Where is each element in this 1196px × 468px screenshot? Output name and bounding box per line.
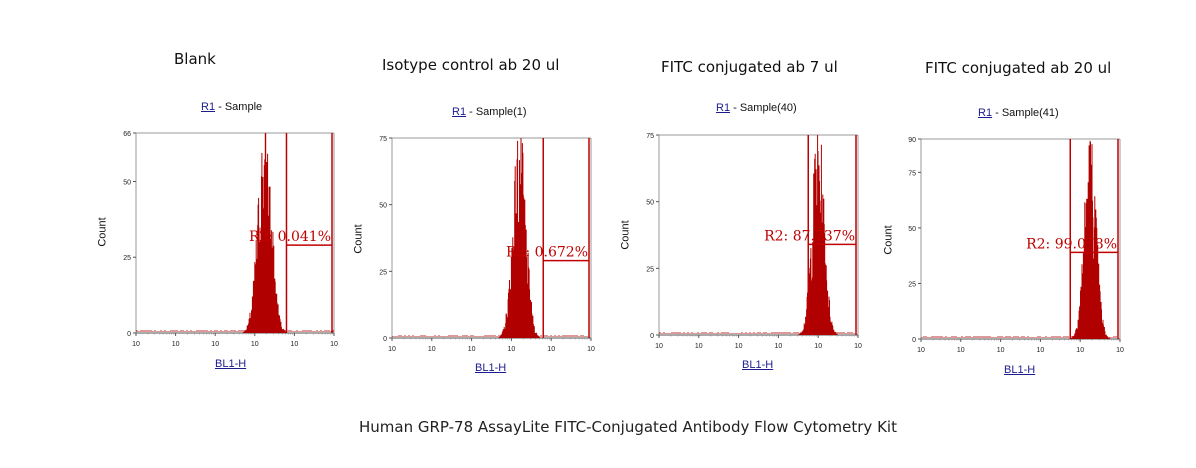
x-tick-label: 10 [854,343,862,350]
x-tick-label: 10 [917,347,925,354]
x-tick-label: 10 [997,347,1005,354]
x-tick-label: 10 [172,341,180,348]
y-tick-label: 66 [123,131,131,138]
x-axis-label-2[interactable]: BL1-H [475,362,507,374]
y-tick-label: 75 [646,133,654,140]
x-axis-label-1[interactable]: BL1-H [215,358,247,370]
panel-title-fitc-7ul: FITC conjugated ab 7 ul [661,58,838,76]
y-tick-label: 25 [123,255,131,262]
y-tick-label: 0 [127,331,131,338]
sample-label-2: R1 - Sample(1) [452,106,527,118]
x-tick-label: 10 [428,346,436,353]
y-tick-label: 50 [646,200,654,207]
x-tick-label: 10 [1037,347,1045,354]
histogram-series [242,133,287,333]
gate-label: R2: 87.737% [764,228,855,244]
x-tick-label: 10 [1116,347,1124,354]
y-tick-label: 0 [383,336,387,343]
gate-link-r1[interactable]: R1 [452,106,467,118]
histogram-series [498,138,541,338]
x-tick-label: 10 [587,346,595,353]
gate-link-r1[interactable]: R1 [716,102,731,114]
y-tick-label: 0 [912,337,916,344]
sample-name: - Sample(40) [730,102,797,114]
x-axis-label-3[interactable]: BL1-H [742,359,774,371]
histogram-baseline [136,330,334,332]
sample-name: - Sample [215,101,263,113]
figure-caption: Human GRP-78 AssayLite FITC-Conjugated A… [359,418,897,436]
y-tick-label: 25 [379,269,387,276]
x-tick-label: 10 [547,346,555,353]
y-tick-label: 75 [379,136,387,143]
x-tick-label: 10 [251,341,259,348]
y-tick-label: 50 [379,203,387,210]
sample-label-3: R1 - Sample(40) [716,102,797,114]
x-tick-label: 10 [132,341,140,348]
x-tick-label: 10 [957,347,965,354]
gate-label: R2: 0.041% [249,229,331,245]
x-tick-label: 10 [695,343,703,350]
x-tick-label: 10 [388,346,396,353]
histogram-baseline [392,335,590,337]
sample-name: - Sample(1) [466,106,527,118]
panel-title-isotype: Isotype control ab 20 ul [382,56,560,74]
histogram-panel-4: 0 25 50 75 90 10 10 10 10 10 10 R2: 99.078% [908,137,1124,354]
x-tick-label: 10 [211,341,219,348]
sample-label-4: R1 - Sample(41) [978,107,1059,119]
sample-label-1: R1 - Sample [201,101,262,113]
panel-title-fitc-20ul: FITC conjugated ab 20 ul [925,59,1112,77]
x-tick-label: 10 [735,343,743,350]
gate-link-r1[interactable]: R1 [201,101,216,113]
x-tick-label: 10 [655,343,663,350]
x-tick-label: 10 [330,341,338,348]
histogram-panel-2: 0 25 50 75 10 10 10 10 10 10 R2: 0.672% [379,136,595,353]
histogram-panel-1: 0 25 50 66 10 10 10 10 10 10 R2: 0.041% [123,131,338,348]
gate-label: R2: 0.672% [506,245,588,261]
y-tick-label: 25 [908,281,916,288]
panel-title-blank: Blank [174,50,216,68]
x-tick-label: 10 [814,343,822,350]
y-tick-label: 50 [123,179,131,186]
sample-name: - Sample(41) [992,107,1059,119]
y-tick-label: 0 [650,333,654,340]
x-axis-label-4[interactable]: BL1-H [1004,364,1036,376]
x-tick-label: 10 [291,341,299,348]
y-tick-label: 90 [908,137,916,144]
x-tick-label: 10 [1076,347,1084,354]
y-tick-label: 50 [908,226,916,233]
x-tick-label: 10 [468,346,476,353]
y-tick-label: 75 [908,170,916,177]
x-tick-label: 10 [508,346,516,353]
x-tick-label: 10 [775,343,783,350]
histogram-panel-3: 0 25 50 75 10 10 10 10 10 10 R2: 87.737% [646,133,862,350]
gate-link-r1[interactable]: R1 [978,107,993,119]
gate-label: R2: 99.078% [1026,236,1117,252]
y-tick-label: 25 [646,266,654,273]
